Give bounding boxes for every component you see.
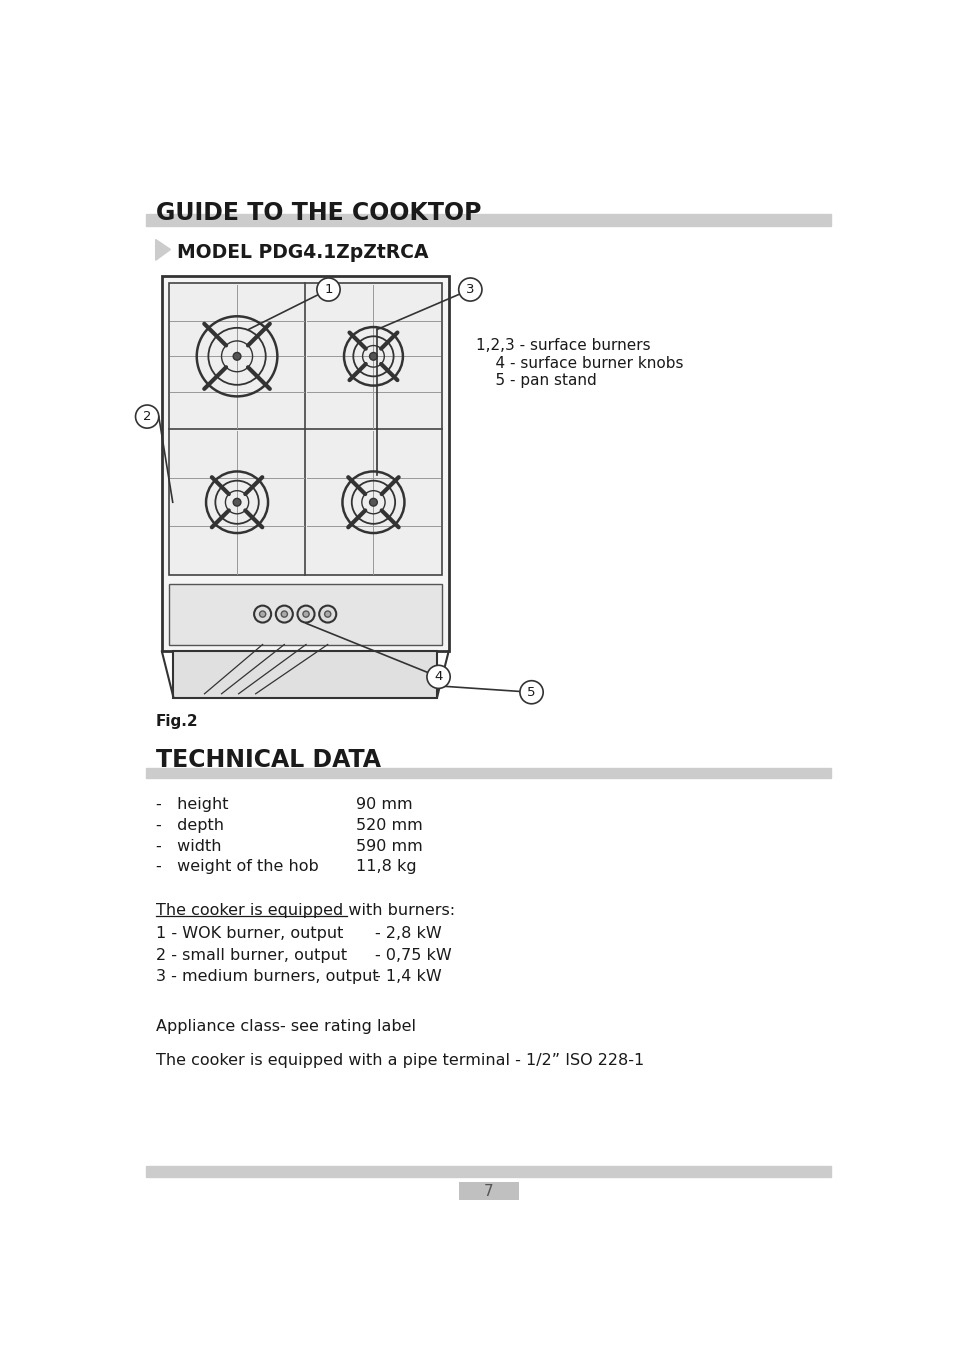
Text: - 2,8 kW: - 2,8 kW xyxy=(375,926,441,941)
Text: 520 mm: 520 mm xyxy=(355,818,422,833)
Text: 590 mm: 590 mm xyxy=(355,838,422,853)
Text: 4 - surface burner knobs: 4 - surface burner knobs xyxy=(476,356,682,371)
Polygon shape xyxy=(155,240,171,260)
Text: 1 - WOK burner, output: 1 - WOK burner, output xyxy=(155,926,343,941)
Circle shape xyxy=(369,498,377,506)
Text: 3: 3 xyxy=(466,283,474,297)
Bar xyxy=(173,651,436,697)
Circle shape xyxy=(324,611,331,617)
Text: - 1,4 kW: - 1,4 kW xyxy=(375,969,441,984)
Bar xyxy=(169,584,441,645)
Text: GUIDE TO THE COOKTOP: GUIDE TO THE COOKTOP xyxy=(155,200,480,225)
Text: The cooker is equipped with a pipe terminal - 1/2” ISO 228-1: The cooker is equipped with a pipe termi… xyxy=(155,1053,643,1068)
Text: 2 - small burner, output: 2 - small burner, output xyxy=(155,948,347,963)
Text: -   depth: - depth xyxy=(155,818,223,833)
Bar xyxy=(146,214,831,226)
Text: 11,8 kg: 11,8 kg xyxy=(355,860,416,875)
Circle shape xyxy=(458,278,481,301)
FancyBboxPatch shape xyxy=(458,1182,518,1201)
Text: - 0,75 kW: - 0,75 kW xyxy=(375,948,452,963)
Circle shape xyxy=(233,352,241,360)
Circle shape xyxy=(316,278,340,301)
Circle shape xyxy=(519,681,542,704)
Circle shape xyxy=(369,352,377,360)
Text: TECHNICAL DATA: TECHNICAL DATA xyxy=(155,747,380,772)
Circle shape xyxy=(427,665,450,688)
Text: Appliance class- see rating label: Appliance class- see rating label xyxy=(155,1018,416,1033)
Text: -   width: - width xyxy=(155,838,221,853)
Text: The cooker is equipped with burners:: The cooker is equipped with burners: xyxy=(155,903,455,918)
Text: Fig.2: Fig.2 xyxy=(155,714,198,728)
Bar xyxy=(146,768,831,779)
Text: 5 - pan stand: 5 - pan stand xyxy=(476,374,596,389)
Text: 7: 7 xyxy=(483,1183,494,1198)
Bar xyxy=(162,276,448,651)
Text: 90 mm: 90 mm xyxy=(355,798,412,812)
Circle shape xyxy=(319,605,335,623)
Text: -   height: - height xyxy=(155,798,228,812)
Text: 1,2,3 - surface burners: 1,2,3 - surface burners xyxy=(476,338,650,353)
Bar xyxy=(146,1166,831,1177)
Circle shape xyxy=(253,605,271,623)
Circle shape xyxy=(135,405,158,428)
Bar xyxy=(169,283,441,575)
Text: 5: 5 xyxy=(527,685,536,699)
Circle shape xyxy=(275,605,293,623)
Circle shape xyxy=(303,611,309,617)
Circle shape xyxy=(297,605,314,623)
Circle shape xyxy=(259,611,266,617)
Circle shape xyxy=(281,611,287,617)
Text: -   weight of the hob: - weight of the hob xyxy=(155,860,318,875)
Text: 3 - medium burners, output: 3 - medium burners, output xyxy=(155,969,378,984)
Text: 4: 4 xyxy=(434,670,442,684)
Text: 2: 2 xyxy=(143,410,152,422)
Circle shape xyxy=(233,498,241,506)
Text: MODEL PDG4.1ZpZtRCA: MODEL PDG4.1ZpZtRCA xyxy=(176,242,428,261)
Text: 1: 1 xyxy=(324,283,333,297)
